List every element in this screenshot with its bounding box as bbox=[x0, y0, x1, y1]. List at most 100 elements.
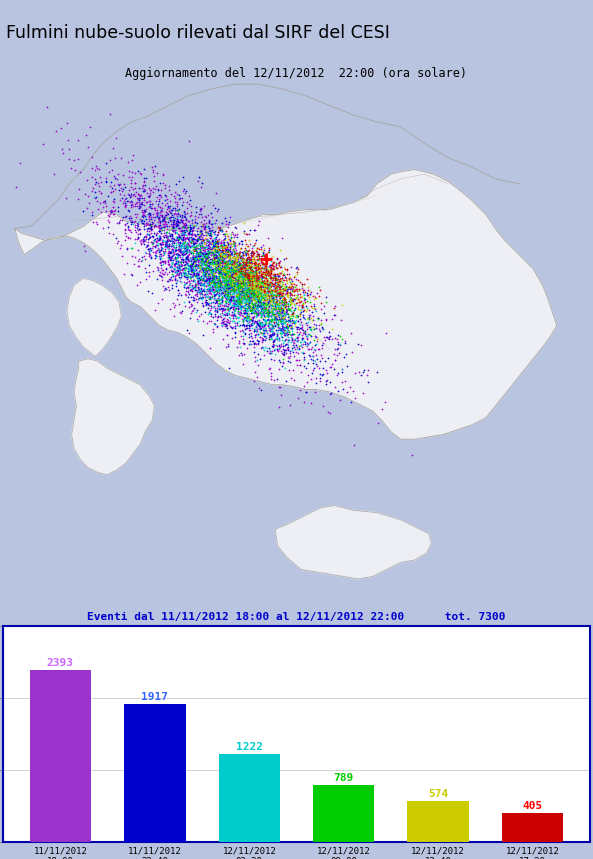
Point bbox=[259, 313, 269, 326]
Point bbox=[199, 217, 209, 231]
Point bbox=[332, 368, 342, 381]
Point bbox=[257, 276, 267, 289]
Point bbox=[244, 255, 254, 269]
Point bbox=[197, 210, 207, 224]
Point bbox=[273, 302, 283, 316]
Point bbox=[247, 270, 256, 283]
Point bbox=[300, 336, 310, 350]
Point bbox=[236, 295, 246, 308]
Point bbox=[173, 250, 182, 264]
Point bbox=[193, 259, 202, 273]
Point bbox=[261, 297, 270, 311]
Point bbox=[220, 312, 229, 326]
Point bbox=[247, 264, 256, 277]
Point bbox=[186, 261, 196, 275]
Point bbox=[173, 219, 182, 233]
Point bbox=[214, 293, 224, 307]
Point bbox=[165, 195, 175, 209]
Point bbox=[232, 268, 241, 282]
Point bbox=[259, 257, 268, 271]
Point bbox=[152, 249, 161, 263]
Point bbox=[213, 290, 222, 304]
Point bbox=[143, 228, 152, 241]
Point bbox=[171, 256, 181, 270]
Point bbox=[231, 287, 241, 301]
Point bbox=[153, 198, 162, 212]
Point bbox=[199, 247, 208, 261]
Point bbox=[212, 254, 222, 268]
Point bbox=[200, 265, 209, 278]
Point bbox=[237, 272, 247, 286]
Point bbox=[135, 189, 144, 203]
Point bbox=[229, 291, 239, 305]
Point bbox=[216, 276, 225, 289]
Point bbox=[250, 255, 260, 269]
Point bbox=[221, 247, 231, 261]
Point bbox=[273, 297, 282, 311]
Point bbox=[176, 240, 186, 253]
Point bbox=[176, 275, 186, 289]
Point bbox=[227, 262, 237, 276]
Point bbox=[263, 277, 273, 291]
Point bbox=[206, 263, 215, 277]
Point bbox=[205, 257, 215, 271]
Point bbox=[290, 319, 299, 332]
Point bbox=[217, 302, 227, 316]
Point bbox=[200, 266, 209, 280]
Point bbox=[247, 319, 256, 332]
Point bbox=[231, 270, 241, 283]
Point bbox=[248, 274, 258, 288]
Point bbox=[165, 272, 175, 286]
Point bbox=[279, 310, 289, 324]
Point bbox=[201, 271, 211, 284]
Point bbox=[253, 284, 263, 298]
Point bbox=[285, 302, 294, 316]
Point bbox=[211, 302, 220, 315]
Point bbox=[224, 280, 233, 294]
Point bbox=[133, 244, 143, 258]
Point bbox=[278, 275, 287, 289]
Point bbox=[122, 242, 131, 256]
Point bbox=[149, 210, 158, 224]
Point bbox=[200, 220, 210, 234]
Point bbox=[211, 309, 220, 323]
Point bbox=[183, 253, 193, 267]
Point bbox=[238, 277, 247, 290]
Point bbox=[228, 331, 237, 344]
Point bbox=[263, 305, 272, 319]
Point bbox=[210, 245, 219, 259]
Point bbox=[171, 243, 181, 257]
Point bbox=[205, 256, 214, 270]
Point bbox=[213, 294, 222, 308]
Point bbox=[271, 309, 280, 323]
Point bbox=[222, 265, 231, 279]
Point bbox=[168, 238, 178, 252]
Point bbox=[198, 240, 208, 253]
Point bbox=[247, 283, 256, 297]
Point bbox=[178, 235, 188, 249]
Point bbox=[236, 284, 246, 298]
Point bbox=[248, 291, 257, 305]
Point bbox=[254, 265, 264, 279]
Point bbox=[191, 253, 200, 267]
Point bbox=[217, 295, 227, 308]
Point bbox=[187, 253, 197, 266]
Point bbox=[118, 191, 127, 204]
Point bbox=[235, 257, 244, 271]
Point bbox=[292, 354, 302, 368]
Point bbox=[252, 301, 262, 314]
Point bbox=[262, 307, 272, 320]
Point bbox=[242, 293, 251, 307]
Point bbox=[279, 295, 288, 309]
Point bbox=[166, 271, 176, 284]
Point bbox=[217, 267, 227, 281]
Point bbox=[213, 259, 223, 272]
Point bbox=[286, 304, 296, 318]
Point bbox=[180, 240, 189, 253]
Point bbox=[241, 313, 251, 326]
Point bbox=[213, 233, 222, 247]
Point bbox=[282, 285, 291, 299]
Point bbox=[195, 241, 205, 255]
Point bbox=[178, 245, 188, 259]
Point bbox=[197, 239, 207, 253]
